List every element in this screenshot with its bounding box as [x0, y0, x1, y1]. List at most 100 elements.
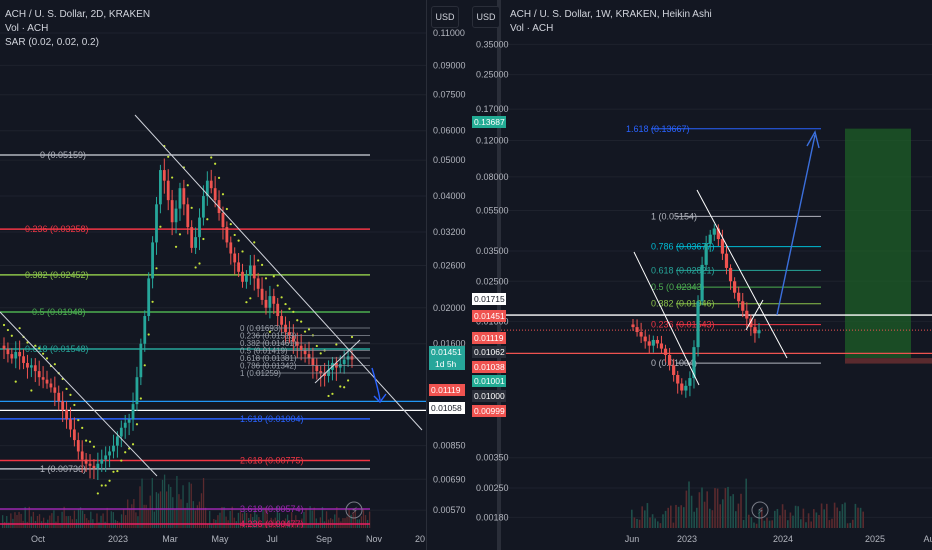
volume-bar: [748, 514, 750, 528]
volume-bar: [818, 515, 820, 528]
sar-dot: [284, 302, 287, 306]
fib-level-label: 0.618 (0.01548): [25, 344, 89, 354]
candle-body: [663, 348, 668, 355]
price-label-text: 0.01001: [474, 376, 505, 386]
volume-bar: [807, 513, 810, 528]
right-chart-canvas[interactable]: 1.618 (0.13667) 1 (0.05154) 0.786 (0.03677…: [501, 0, 932, 528]
sar-dot: [198, 262, 201, 265]
fib-level-label: 0.618 (0.02821): [651, 265, 715, 275]
volume-bar: [190, 483, 192, 528]
candle-body: [720, 239, 725, 254]
left-price-axis[interactable]: 0.11000 0.09000 0.07500 0.06000 0.05000 0.040…: [427, 0, 497, 528]
volume-bar: [315, 518, 317, 528]
fib-level-label: 0.5 (0.02343): [651, 282, 705, 292]
sar-dot: [331, 392, 334, 395]
volume-bar: [278, 512, 281, 528]
panel-divider[interactable]: [497, 0, 501, 550]
volume-bar: [680, 505, 682, 528]
left-currency-button[interactable]: USD: [431, 6, 459, 28]
volume-bar: [758, 510, 760, 528]
volume-bar: [334, 514, 336, 528]
candle-body: [264, 299, 268, 308]
volume-bar: [690, 495, 693, 528]
sar-dot: [14, 380, 17, 383]
left-chart-canvas[interactable]: 0 (0.05159) 0.236 (0.03258) 0.382 (0.02452…: [0, 0, 426, 528]
candle-body: [131, 404, 135, 420]
sar-dot: [210, 156, 213, 159]
sar-dot: [253, 241, 256, 244]
candle-body: [712, 228, 716, 235]
sar-dot: [260, 263, 264, 266]
sar-dot: [268, 330, 271, 333]
candle-body: [315, 365, 319, 372]
volume-bar: [852, 519, 854, 528]
candle-body: [268, 296, 272, 308]
volume-bar: [2, 515, 4, 528]
y-tick-label: 0.00690: [433, 474, 466, 484]
fib-level-label: 1.618 (0.13667): [626, 124, 690, 134]
left-symbol-title[interactable]: ACH / U. S. Dollar, 2D, KRAKEN: [5, 9, 151, 20]
volume-bar: [280, 523, 283, 528]
candle-body: [14, 351, 18, 359]
volume-bar: [781, 504, 784, 528]
sar-dot: [292, 310, 295, 313]
candle-body: [708, 234, 712, 244]
volume-bar: [98, 522, 100, 528]
right-symbol-title[interactable]: ACH / U. S. Dollar, 1W, KRAKEN, Heikin A…: [510, 9, 712, 20]
x-tick-label: 2023: [677, 534, 697, 544]
volume-bar: [84, 514, 86, 528]
right-volume-legend[interactable]: Vol · ACH: [510, 23, 554, 34]
price-label-badge: [472, 293, 506, 305]
candle-body: [135, 377, 139, 405]
replay-icon-glyph: ⚡: [351, 506, 358, 517]
left-sar-legend[interactable]: SAR (0.02, 0.02, 0.2): [5, 37, 99, 48]
volume-bar: [805, 522, 807, 528]
volume-bar: [268, 522, 270, 528]
y-tick-label: 0.00570: [433, 505, 466, 515]
candle-body: [22, 356, 25, 363]
volume-bar: [43, 517, 45, 528]
volume-bar: [125, 515, 127, 528]
volume-bar: [688, 481, 690, 528]
sar-dot: [65, 387, 68, 390]
price-label-badge: [472, 375, 506, 387]
right-currency-button[interactable]: USD: [472, 6, 500, 28]
volume-bar: [813, 509, 815, 528]
candle-body: [6, 348, 10, 355]
volume-bar: [166, 491, 168, 528]
inner-fib-label: 0 (0.01693): [240, 324, 281, 333]
volume-bar: [45, 522, 47, 528]
price-label-text: 0.01451: [474, 311, 505, 321]
right-time-axis[interactable]: Jun 2023 2024 2025 Au: [501, 528, 932, 550]
trendline-left: [0, 311, 158, 477]
fib-level-label: 2.618 (0.00775): [240, 456, 304, 466]
sar-dot: [276, 284, 279, 287]
volume-bar: [745, 478, 747, 528]
volume-bar: [59, 523, 61, 528]
candle-body: [676, 374, 680, 384]
sar-dot: [327, 394, 330, 398]
volume-bar: [672, 522, 675, 528]
price-label-text: 0.01119: [431, 385, 461, 395]
candle-body: [147, 278, 151, 317]
volume-bar: [81, 510, 84, 528]
volume-bar: [122, 508, 125, 528]
price-label-badge: [429, 384, 465, 396]
left-volume-legend[interactable]: Vol · ACH: [5, 23, 49, 34]
replay-icon: [345, 501, 363, 519]
left-time-axis[interactable]: Oct 2023 Mar May Jul Sep Nov 20: [0, 528, 426, 550]
candle-body: [205, 180, 209, 197]
sar-dot: [350, 335, 354, 339]
volume-bar: [250, 513, 252, 528]
volume-bar: [38, 514, 41, 528]
inner-fib-label: 0.236 (0.01513): [240, 332, 297, 341]
price-label-text: 0.01038: [474, 362, 505, 372]
volume-bar: [239, 511, 242, 528]
candle-body: [213, 188, 217, 201]
sar-dot: [104, 484, 107, 487]
right-price-axis[interactable]: 0.35000 0.25000 0.17000 0.12000 0.08000 0.055…: [468, 0, 528, 528]
candle-body: [647, 341, 651, 346]
volume-bar: [828, 520, 831, 528]
sar-dot: [2, 323, 6, 327]
